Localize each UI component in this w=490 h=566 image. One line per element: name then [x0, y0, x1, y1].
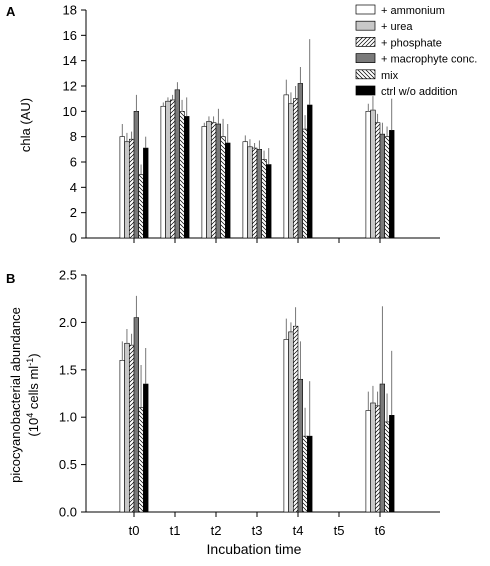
- panel-b-ylabel-line2: (104 cells ml-1): [25, 353, 41, 436]
- panel-a-y-tick-label: 4: [70, 180, 77, 195]
- panel-b-bar: [307, 435, 313, 513]
- panel-b-x-tick-label: t2: [211, 523, 222, 538]
- panel-a-y-tick-label: 12: [63, 79, 77, 94]
- panel-b-bar: [119, 360, 125, 513]
- panel-a-plot: 0 2 4 6 8 10 12 14 16 18: [63, 3, 440, 246]
- panel-a-bar: [206, 121, 212, 239]
- panel-b-bar: [365, 410, 371, 513]
- panel-a-bar: [242, 141, 248, 239]
- panel-b-x-tick-label: t1: [170, 523, 181, 538]
- panel-b-bar: [129, 344, 135, 513]
- panel-b-bar: [283, 339, 289, 513]
- panel-b-x-tick-label: t4: [293, 523, 304, 538]
- panel-b-bar: [292, 325, 299, 513]
- panel-a-bar: [266, 164, 272, 239]
- panel-a-bar: [288, 103, 294, 239]
- panel-b-bar: [138, 407, 144, 513]
- panel-b-y-tick-label: 1.5: [59, 362, 77, 377]
- panel-b-y-tick-label: 2.5: [59, 268, 77, 283]
- panel-b-y-tick-label: 0.5: [59, 457, 77, 472]
- panel-b-bar: [374, 405, 381, 513]
- panel-a-bar: [170, 99, 176, 239]
- panel-a-bar: [370, 109, 376, 239]
- panel-a-bar: [179, 111, 185, 239]
- panel-a-bar: [211, 122, 217, 239]
- panel-b-bar: [297, 378, 303, 513]
- panel-b-label: B: [6, 271, 15, 286]
- panel-a-bar: [129, 138, 135, 239]
- panel-a-bar: [307, 104, 313, 239]
- panel-b-bar: [302, 435, 308, 513]
- panel-a-y-tick-label: 16: [63, 28, 77, 43]
- panel-a-y-tick-label: 18: [63, 3, 77, 18]
- panel-a-bar: [365, 111, 371, 239]
- panel-a-y-tick-label: 10: [63, 104, 77, 119]
- panel-a-y-tick-label: 14: [63, 53, 77, 68]
- panel-b-bar: [384, 421, 390, 513]
- panel-b-x-tick-label: t5: [334, 523, 345, 538]
- legend-entry: + macrophyte conc.: [381, 54, 477, 66]
- panel-b-bar: [379, 383, 385, 513]
- legend: + ammonium + urea + phosphate + macrophyte …: [355, 4, 477, 98]
- panel-a-y-tick-label: 0: [70, 231, 77, 246]
- panel-b-plot: 0.0 0.5 1.0 1.5 2.0 2.5 t0 t1 t2 t3 t4 t5 t6: [59, 268, 440, 538]
- legend-swatch: [355, 20, 376, 31]
- panel-b-bar: [133, 317, 139, 513]
- panel-b-y-tick-label: 2.0: [59, 315, 77, 330]
- panel-a-bar: [302, 128, 308, 239]
- panel-a-bar: [133, 111, 139, 239]
- legend-entry: mix: [381, 70, 399, 82]
- panel-a-bar: [247, 146, 253, 239]
- panel-a-bar: [220, 136, 226, 239]
- panel-a-bar: [297, 83, 303, 239]
- legend-swatch: [355, 85, 376, 96]
- x-axis-title: Incubation time: [207, 541, 302, 557]
- panel-a-bar: [215, 123, 221, 239]
- legend-swatch: [355, 69, 376, 80]
- panel-a-bar: [225, 142, 231, 239]
- panel-a-bar: [165, 100, 171, 239]
- panel-a-y-tick-label: 8: [70, 129, 77, 144]
- panel-b-x-tick-label: t0: [129, 523, 140, 538]
- panel-a-bar: [261, 159, 267, 239]
- panel-a-label: A: [6, 4, 16, 19]
- panel-a-ylabel: chla (AU): [18, 98, 33, 152]
- legend-swatch: [355, 53, 376, 63]
- panel-b-bar: [143, 383, 149, 513]
- panel-b-ylabel-line1: picocyanobacterial abundance: [8, 307, 23, 483]
- legend-entry: + phosphate: [381, 37, 442, 49]
- panel-a-bar: [143, 147, 149, 239]
- panel-b-x-tick-label: t6: [375, 523, 386, 538]
- panel-a-bar: [374, 122, 381, 239]
- panel-a-bar: [384, 136, 390, 239]
- panel-a-bar: [160, 105, 166, 239]
- legend-swatch: [355, 4, 376, 15]
- panel-a-bar: [174, 89, 180, 239]
- panel-b-x-tick-label: t3: [252, 523, 263, 538]
- panel-a-bar: [184, 116, 190, 239]
- panel-a-y-tick-label: 2: [70, 205, 77, 220]
- panel-b-y-tick-label: 0.0: [59, 505, 77, 520]
- panel-a-bar: [252, 147, 258, 239]
- legend-entry: ctrl w/o addition: [381, 86, 457, 98]
- legend-swatch: [355, 37, 376, 47]
- panel-a-bar: [379, 133, 385, 239]
- panel-b-bar: [370, 402, 376, 513]
- panel-a-bar: [124, 141, 130, 239]
- panel-a-bar: [283, 94, 289, 239]
- panel-b-y-tick-label: 1.0: [59, 410, 77, 425]
- legend-entry: + ammonium: [381, 5, 445, 17]
- panel-b-bar: [389, 415, 395, 513]
- panel-a-bar: [119, 136, 125, 239]
- panel-a-bar: [256, 149, 262, 239]
- panel-a-y-tick-label: 6: [70, 155, 77, 170]
- panel-a-bar: [201, 126, 207, 239]
- panel-a-bar: [292, 98, 299, 239]
- panel-a-bar: [138, 174, 144, 239]
- legend-entry: + urea: [381, 21, 413, 33]
- panel-b-bar: [124, 342, 130, 513]
- panel-b-bar: [288, 331, 294, 513]
- panel-a-bar: [389, 130, 395, 239]
